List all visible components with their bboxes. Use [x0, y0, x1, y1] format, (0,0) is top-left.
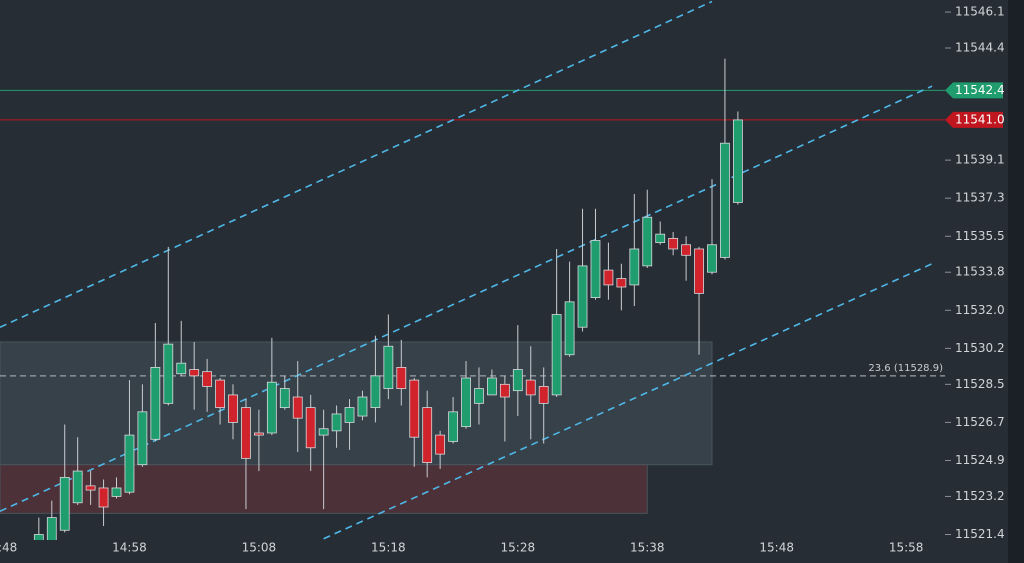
y-tick-label: 11535.5: [955, 229, 1005, 243]
candle-body: [732, 119, 743, 203]
candle-body: [176, 362, 187, 375]
candle-body: [266, 381, 277, 434]
candle-body: [72, 470, 83, 504]
candle-body: [305, 407, 316, 449]
y-tick-label: 11524.9: [955, 453, 1005, 467]
candle-body: [707, 244, 717, 273]
candle-body: [681, 244, 691, 256]
candle-body: [616, 278, 627, 288]
y-tick-label: 11530.2: [955, 341, 1005, 355]
candle-body: [33, 534, 44, 540]
candle-body: [331, 413, 342, 432]
x-tick-label: 15:28: [501, 541, 536, 555]
candle-body: [448, 411, 458, 442]
candle-body: [668, 237, 679, 250]
candle-body: [59, 476, 70, 531]
candle-body: [383, 345, 394, 389]
candle-body: [720, 142, 730, 258]
candle-body: [344, 407, 355, 423]
candle-body: [202, 371, 213, 387]
candle-body: [150, 367, 161, 440]
axes: 11546.1 11544.4 11539.1 11537.3 11535.5 11533…: [0, 5, 1005, 555]
fib-level-label: 23.6 (11528.9): [868, 363, 943, 374]
candle-body: [409, 379, 420, 438]
candle-body: [461, 377, 471, 428]
candle-body: [422, 407, 433, 463]
candle-body: [396, 367, 407, 389]
y-tick-label: 11526.7: [955, 415, 1005, 429]
x-tick-label: 14:58: [112, 541, 147, 555]
candle-body: [551, 314, 562, 396]
candle-body: [318, 428, 329, 436]
candle-body: [228, 394, 238, 423]
x-tick-label: 14:48: [0, 541, 17, 555]
candle-body: [512, 369, 523, 392]
candle-body: [642, 216, 653, 267]
candle-body: [241, 407, 251, 459]
candle-body: [629, 248, 640, 286]
candle-body: [590, 240, 601, 299]
y-tick-label: 11533.8: [955, 265, 1005, 279]
candle-body: [577, 265, 588, 328]
candle-body: [603, 269, 614, 286]
candle-body: [487, 377, 497, 396]
plot-area: 23.6 (11528.9): [0, 0, 945, 540]
x-tick-label: 15:38: [630, 541, 665, 555]
price-tag: [945, 111, 1003, 128]
y-tick-label: 11539.1: [955, 153, 1005, 167]
candle-body: [215, 379, 225, 408]
x-tick-label: 15:58: [889, 541, 924, 555]
candle-body: [292, 396, 303, 419]
candle-body: [137, 411, 148, 466]
candle-body: [111, 487, 122, 497]
x-tick-label: 15:08: [242, 541, 277, 555]
x-tick-label: 15:18: [371, 541, 406, 555]
y-tick-label: 11523.2: [955, 489, 1005, 503]
candle-body: [124, 434, 135, 493]
candle-body: [163, 343, 174, 404]
price-tag: [945, 82, 1003, 99]
y-tick-label: 11521.4: [955, 527, 1005, 541]
candle-body: [85, 485, 96, 491]
candle-body: [279, 388, 290, 408]
candle-body: [370, 375, 381, 408]
price-tag-label: 11541.0: [955, 112, 1005, 126]
candle-body: [655, 233, 666, 244]
candle-body: [525, 379, 536, 396]
candle-body: [189, 369, 200, 377]
y-tick-label: 11544.4: [955, 41, 1005, 55]
trendline: [0, 0, 713, 328]
candle-body: [254, 432, 264, 436]
candle-body: [435, 434, 446, 455]
candle-body: [46, 517, 57, 540]
y-tick-label: 11532.0: [955, 303, 1005, 317]
y-tick-label: 11546.1: [955, 5, 1005, 19]
trendline: [323, 263, 933, 540]
zone: [0, 341, 713, 466]
y-tick-label: 11537.3: [955, 191, 1005, 205]
candle-body: [474, 388, 484, 404]
price-tag-label: 11542.4: [955, 83, 1005, 97]
candle-body: [694, 248, 704, 294]
candle-body: [564, 301, 575, 356]
candle-body: [538, 386, 549, 404]
candle-body: [499, 383, 510, 398]
candle-body: [357, 396, 368, 417]
y-tick-label: 11528.5: [955, 377, 1005, 391]
candle-body: [98, 487, 109, 508]
x-tick-label: 15:48: [759, 541, 794, 555]
